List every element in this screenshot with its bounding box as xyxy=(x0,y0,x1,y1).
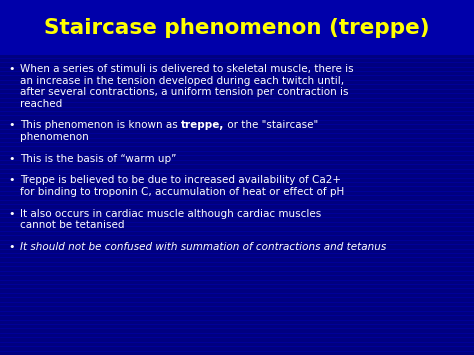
Text: cannot be tetanised: cannot be tetanised xyxy=(20,220,125,230)
Text: treppe,: treppe, xyxy=(181,120,224,131)
Text: •: • xyxy=(8,175,15,185)
Text: •: • xyxy=(8,120,15,131)
Text: Staircase phenomenon (treppe): Staircase phenomenon (treppe) xyxy=(44,17,430,38)
Text: •: • xyxy=(8,64,15,74)
Text: Treppe is believed to be due to increased availability of Ca2+: Treppe is believed to be due to increase… xyxy=(20,175,341,185)
Text: •: • xyxy=(8,154,15,164)
Text: or the "staircase": or the "staircase" xyxy=(224,120,319,131)
Text: This is the basis of “warm up”: This is the basis of “warm up” xyxy=(20,154,176,164)
Text: When a series of stimuli is delivered to skeletal muscle, there is: When a series of stimuli is delivered to… xyxy=(20,64,354,74)
Text: after several contractions, a uniform tension per contraction is: after several contractions, a uniform te… xyxy=(20,87,348,97)
Text: an increase in the tension developed during each twitch until,: an increase in the tension developed dur… xyxy=(20,76,344,86)
Text: reached: reached xyxy=(20,99,62,109)
Text: for binding to troponin C, accumulation of heat or effect of pH: for binding to troponin C, accumulation … xyxy=(20,187,344,197)
Text: It also occurs in cardiac muscle although cardiac muscles: It also occurs in cardiac muscle althoug… xyxy=(20,209,321,219)
Text: phenomenon: phenomenon xyxy=(20,132,89,142)
Text: It should not be confused with summation of contractions and tetanus: It should not be confused with summation… xyxy=(20,242,386,252)
FancyBboxPatch shape xyxy=(0,0,474,55)
Text: This phenomenon is known as: This phenomenon is known as xyxy=(20,120,181,131)
Text: •: • xyxy=(8,242,15,252)
Text: •: • xyxy=(8,209,15,219)
